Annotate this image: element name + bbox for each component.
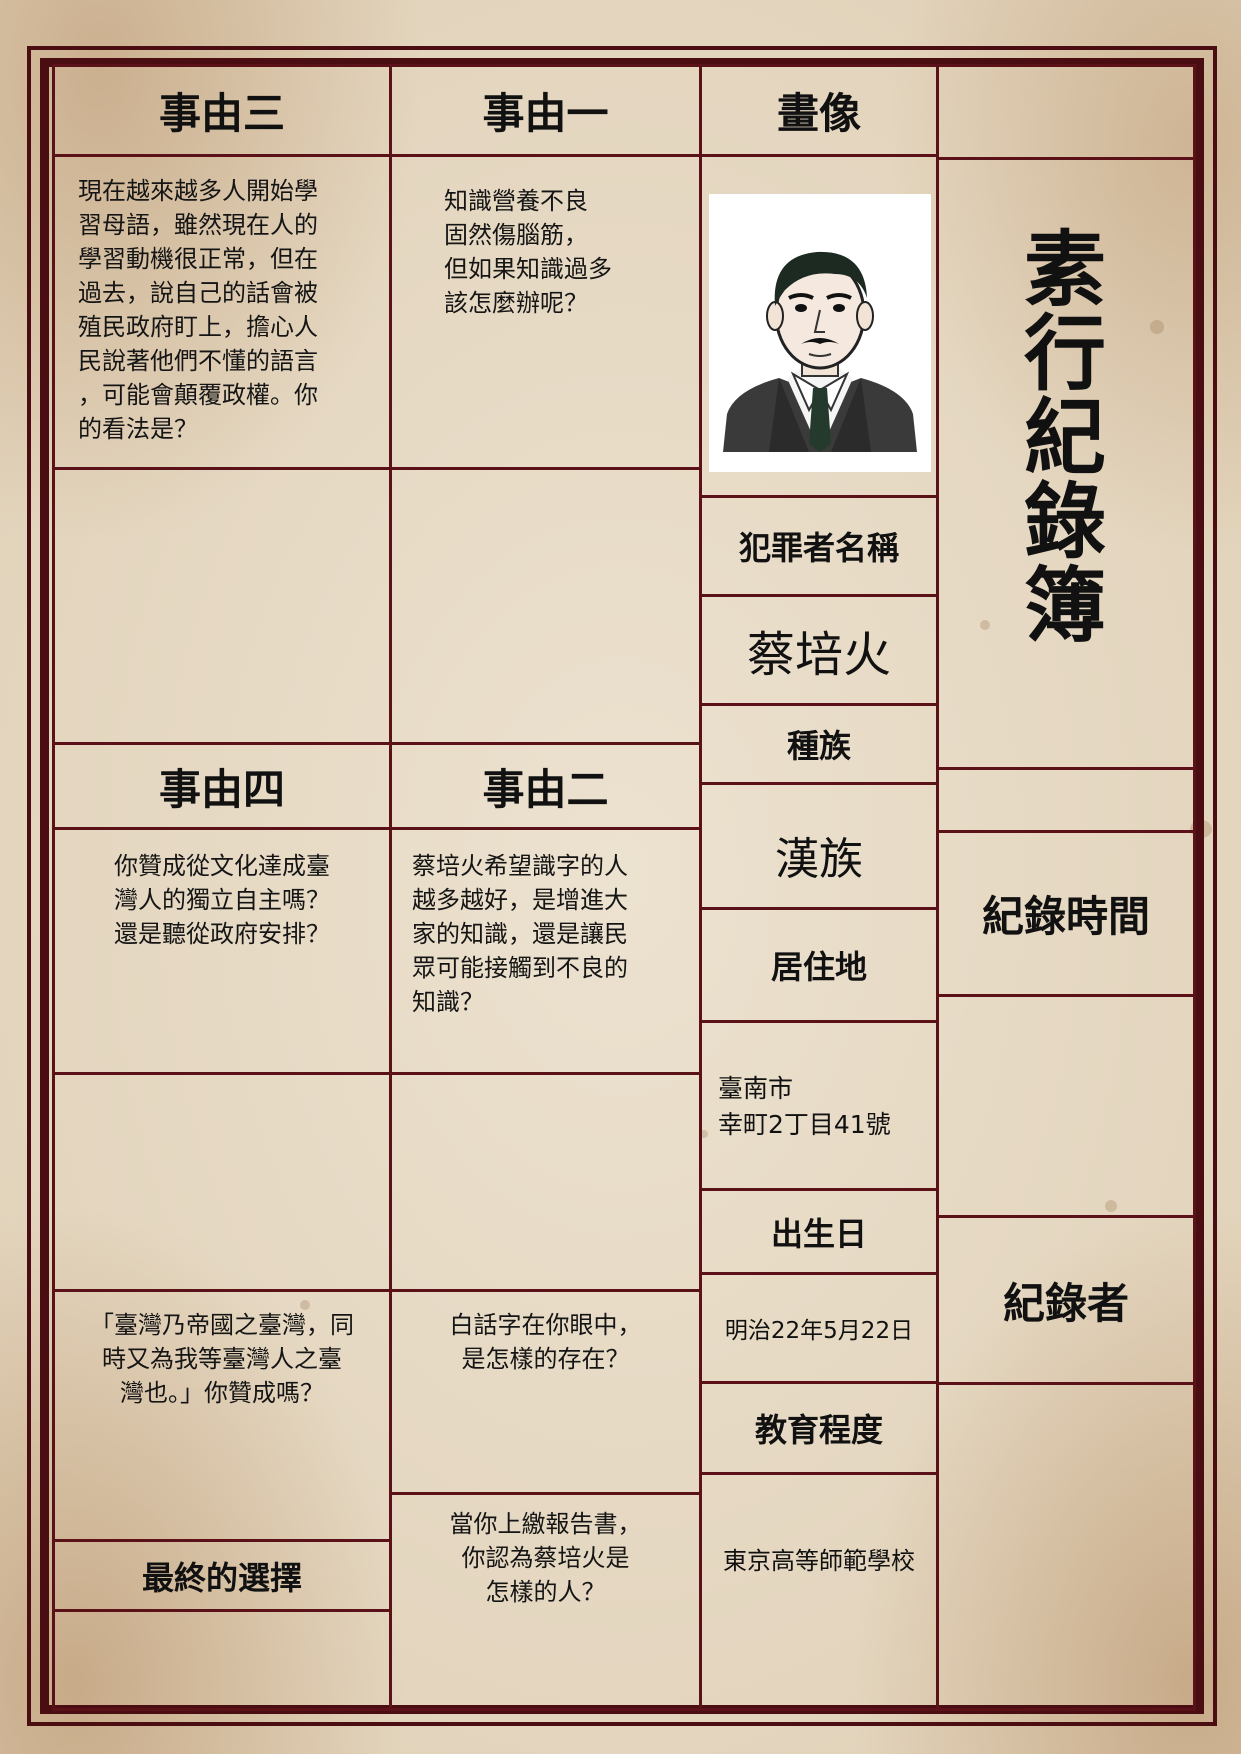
- reason-four-question: 你贊成從文化達成臺 灣人的獨立自主嗎？ 還是聽從政府安排？: [114, 852, 330, 948]
- baihua-question: 白話字在你眼中， 是怎樣的存在？: [449, 1311, 642, 1373]
- stain: [1150, 320, 1164, 334]
- stain: [980, 620, 990, 630]
- portrait-label: 畫像: [776, 89, 861, 138]
- education-label-cell: 教育程度: [699, 1381, 939, 1475]
- education-value: 東京高等師範學校: [723, 1547, 915, 1575]
- reason-three-label: 事由三: [158, 89, 285, 138]
- name-label-cell: 犯罪者名稱: [699, 495, 939, 597]
- ethnicity-value-cell[interactable]: 漢族: [699, 782, 939, 910]
- reason-two-header: 事由二: [389, 742, 702, 830]
- name-value: 蔡培火: [746, 627, 891, 683]
- residence-value: 臺南市 幸町2丁目41號: [718, 1074, 891, 1139]
- taiwan-question: 「臺灣乃帝國之臺灣，同 時又為我等臺灣人之臺 灣也。」你贊成嗎？: [90, 1311, 354, 1407]
- stain: [1105, 1200, 1117, 1212]
- reason-two-question: 蔡培火希望識字的人 越多越好，是增進大 家的知識，還是讓民 眾可能接觸到不良的 …: [412, 852, 628, 1016]
- record-time-label-cell: 紀錄時間: [936, 830, 1196, 997]
- reason-one-question: 知識營養不良 固然傷腦筋， 但如果知識過多 該怎麼辦呢？: [444, 187, 612, 317]
- record-time-value-cell[interactable]: [936, 994, 1196, 1218]
- birth-label-cell: 出生日: [699, 1188, 939, 1275]
- stain: [700, 1130, 708, 1138]
- stain: [300, 1300, 310, 1310]
- residence-value-cell[interactable]: 臺南市 幸町2丁目41號: [699, 1020, 939, 1191]
- recorder-label-cell: 紀錄者: [936, 1215, 1196, 1385]
- reason-three-question: 現在越來越多人開始學 習母語，雖然現在人的 學習動機很正常，但在 過去，說自己的…: [78, 177, 318, 443]
- man-portrait-icon: [709, 194, 931, 472]
- education-label: 教育程度: [754, 1411, 883, 1449]
- report-question: 當你上繳報告書， 你認為蔡培火是 怎樣的人？: [449, 1510, 642, 1606]
- reason-four-label: 事由四: [158, 764, 285, 814]
- recorder-value-cell[interactable]: [936, 1382, 1196, 1711]
- ethnicity-label-cell: 種族: [699, 703, 939, 785]
- name-label: 犯罪者名稱: [738, 529, 899, 567]
- sheet-title: 素行紀錄簿: [1023, 222, 1106, 654]
- reason-four-header: 事由四: [52, 742, 392, 830]
- birth-value: 明治22年5月22日: [724, 1318, 914, 1344]
- reason-two-label: 事由二: [482, 764, 609, 814]
- outer-frame: [27, 46, 1217, 1726]
- education-value-cell[interactable]: 東京高等師範學校: [699, 1472, 939, 1711]
- ethnicity-label: 種族: [786, 727, 851, 765]
- final-choice-label: 最終的選擇: [141, 1558, 302, 1597]
- reason-four-answer[interactable]: [52, 1072, 392, 1292]
- reason-three-answer[interactable]: [52, 467, 392, 745]
- birth-value-cell[interactable]: 明治22年5月22日: [699, 1272, 939, 1384]
- spacer-cell: [936, 767, 1196, 833]
- reason-two-answer[interactable]: [389, 1072, 702, 1292]
- ethnicity-value: 漢族: [775, 834, 863, 885]
- reason-one-header: 事由一: [389, 64, 702, 157]
- portrait-header: 畫像: [699, 64, 939, 157]
- title-top-cell: [936, 64, 1196, 160]
- reason-three-header: 事由三: [52, 64, 392, 157]
- reason-one-answer[interactable]: [389, 467, 702, 745]
- recorder-label: 紀錄者: [1002, 1278, 1129, 1328]
- record-time-label: 紀錄時間: [981, 892, 1150, 941]
- residence-label: 居住地: [770, 948, 867, 986]
- name-value-cell[interactable]: 蔡培火: [699, 594, 939, 706]
- birth-label: 出生日: [770, 1214, 867, 1253]
- reason-one-label: 事由一: [482, 89, 609, 138]
- residence-label-cell: 居住地: [699, 907, 939, 1023]
- final-choice-header: 最終的選擇: [52, 1539, 392, 1612]
- final-choice-answer[interactable]: [52, 1609, 392, 1711]
